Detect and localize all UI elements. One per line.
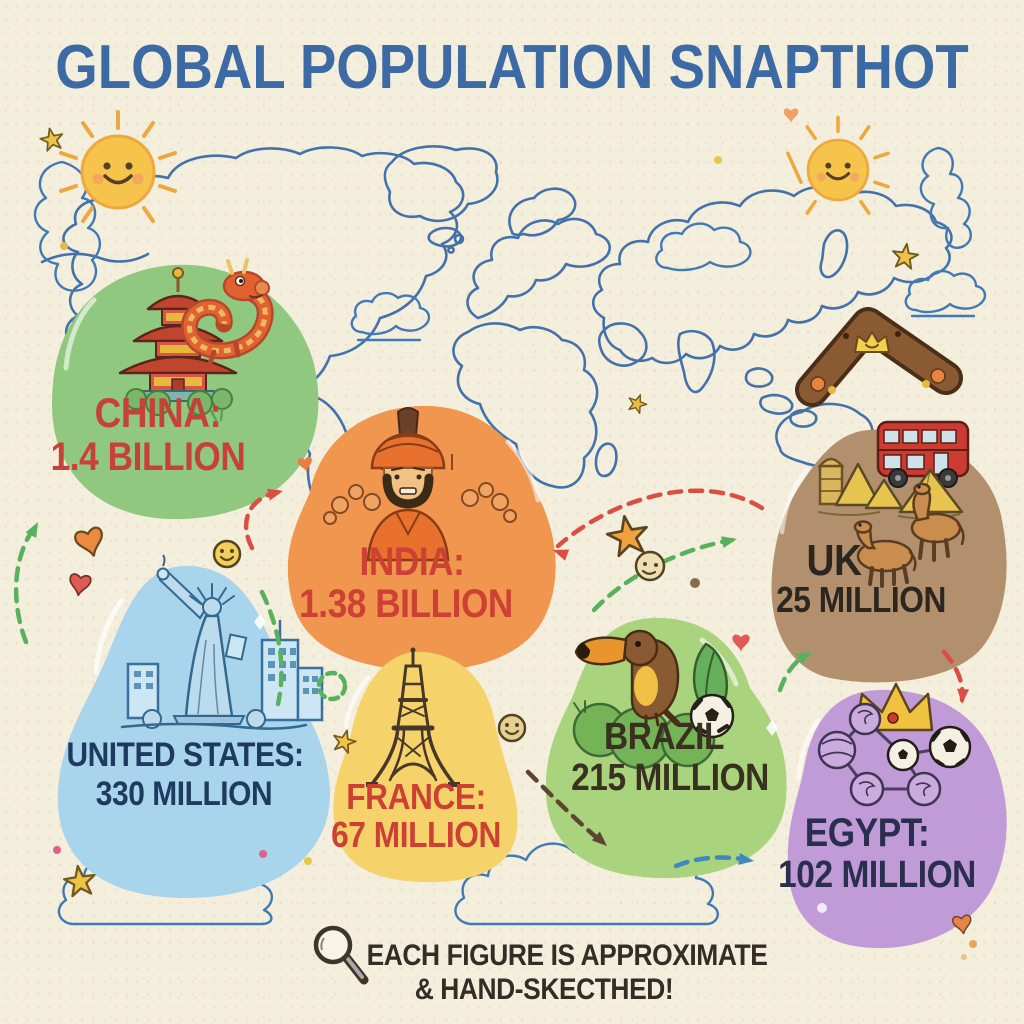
map-europe: [466, 217, 611, 320]
soccer-ball-icon: [689, 693, 735, 739]
dashed-arrow-brown: [525, 769, 605, 845]
arrowhead: [553, 549, 570, 561]
brazil-blob: [545, 617, 787, 879]
toucan-icon: [574, 629, 680, 729]
united-states-blob: [57, 554, 331, 898]
heart-icon: [297, 456, 312, 472]
cloud-icon: [919, 146, 972, 249]
india-label: INDIA:: [359, 540, 465, 584]
arrowhead: [25, 522, 38, 539]
star-icon: [39, 127, 64, 152]
sports-balls-network-icon: [817, 702, 972, 807]
crowd-icon: [323, 452, 517, 525]
heart-icon: [783, 108, 799, 123]
united-states-label: UNITED STATES:: [66, 736, 304, 774]
turban-man-icon: [366, 407, 450, 562]
france-value: 67 MILLION: [331, 814, 501, 855]
cloud-icon: [33, 160, 101, 292]
uk-blob: [771, 420, 1007, 683]
star-icon: [628, 394, 648, 415]
arrowhead: [795, 652, 812, 665]
uk-value: 25 MILLION: [776, 579, 946, 620]
footer-note-line2: & HAND-SKECTHED!: [414, 973, 674, 1006]
egypt-blob: [787, 682, 1007, 949]
tower-icon: [817, 457, 845, 506]
arrowhead: [266, 488, 283, 501]
smileys: [212, 539, 666, 743]
france-label: FRANCE:: [346, 776, 486, 817]
cloud-icon: [655, 222, 752, 272]
footer-note-line1: EACH FIGURE IS APPROXIMATE: [366, 939, 768, 972]
arrowhead: [957, 688, 970, 704]
star-icon: [63, 864, 96, 898]
statue-of-liberty-icon: [120, 554, 308, 730]
cloud-icon: [904, 269, 987, 318]
map-india: [677, 329, 716, 394]
map-se-asia-3: [789, 409, 818, 428]
arrowhead: [591, 831, 607, 846]
map-japan: [819, 229, 849, 279]
heart-icon: [74, 526, 103, 557]
heart-icon: [732, 634, 750, 652]
pagoda-icon: [118, 267, 238, 416]
uk-label: UK: [806, 536, 862, 585]
dashed-arrows: [13, 488, 970, 869]
star-icon: [333, 729, 357, 754]
map-uk-isle: [453, 233, 465, 245]
arrowhead: [721, 536, 737, 548]
map-madagascar: [594, 442, 618, 478]
map-arabia: [597, 322, 648, 367]
map-asia: [591, 185, 953, 365]
sun-icon: [786, 115, 890, 215]
sun-icon: [59, 110, 177, 223]
scatter-dots: [53, 156, 977, 960]
egypt-value: 102 MILLION: [778, 854, 976, 896]
france-blob: [333, 647, 518, 883]
brazil-label: BRAZIL: [604, 716, 724, 758]
map-scandinavia: [508, 187, 577, 237]
smiley-icon: [212, 539, 242, 569]
double-decker-bus-icon: [876, 420, 970, 488]
page-title: GLOBAL POPULATION SNAPTHOT: [55, 33, 969, 102]
star-icon: [892, 242, 920, 270]
star-icon: [605, 514, 648, 558]
smiley-icon: [634, 550, 666, 582]
magnifier-icon: [313, 925, 369, 985]
arrowhead: [738, 852, 754, 865]
map-africa: [452, 322, 599, 489]
map-aleutians: [40, 252, 150, 264]
heart-icon: [952, 914, 972, 935]
heart-icon: [69, 573, 92, 597]
map-uk-isle-small: [447, 246, 455, 254]
hill-icon: [572, 700, 716, 770]
united-states-value: 330 MILLION: [95, 775, 273, 813]
china-blob: [52, 258, 319, 520]
india-value: 1.38 BILLION: [299, 582, 513, 626]
camel-icon: [853, 482, 965, 588]
map-se-asia-1: [744, 367, 774, 388]
brazil-value: 215 MILLION: [571, 757, 769, 799]
dragon-icon: [181, 258, 274, 366]
cloud-icon: [350, 291, 431, 342]
eiffel-tower-icon: [366, 647, 460, 787]
stars: [39, 127, 920, 898]
china-value: 1.4 BILLION: [50, 435, 246, 479]
india-blob: [287, 405, 556, 671]
crown-face: [843, 331, 901, 353]
map-greenland: [383, 145, 499, 223]
hearts: [69, 108, 972, 935]
egypt-label: EGYPT:: [804, 811, 930, 855]
china-label: CHINA:: [94, 389, 222, 436]
boomerang-icon: [795, 307, 963, 407]
smiley-icon: [497, 713, 527, 743]
map-se-asia-2: [759, 393, 794, 415]
